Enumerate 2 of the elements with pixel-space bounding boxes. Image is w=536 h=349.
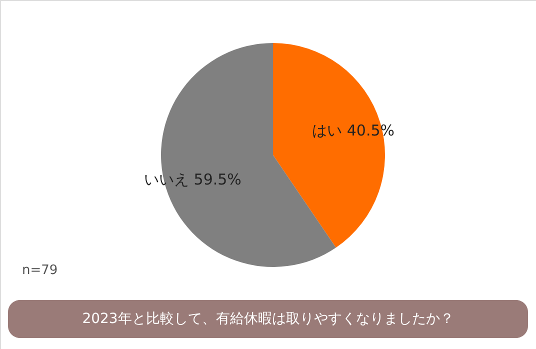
text: n=79 [22, 263, 58, 278]
text: 2023年と比較して、有給休暇は取りやすくなりましたか？ [82, 311, 454, 327]
